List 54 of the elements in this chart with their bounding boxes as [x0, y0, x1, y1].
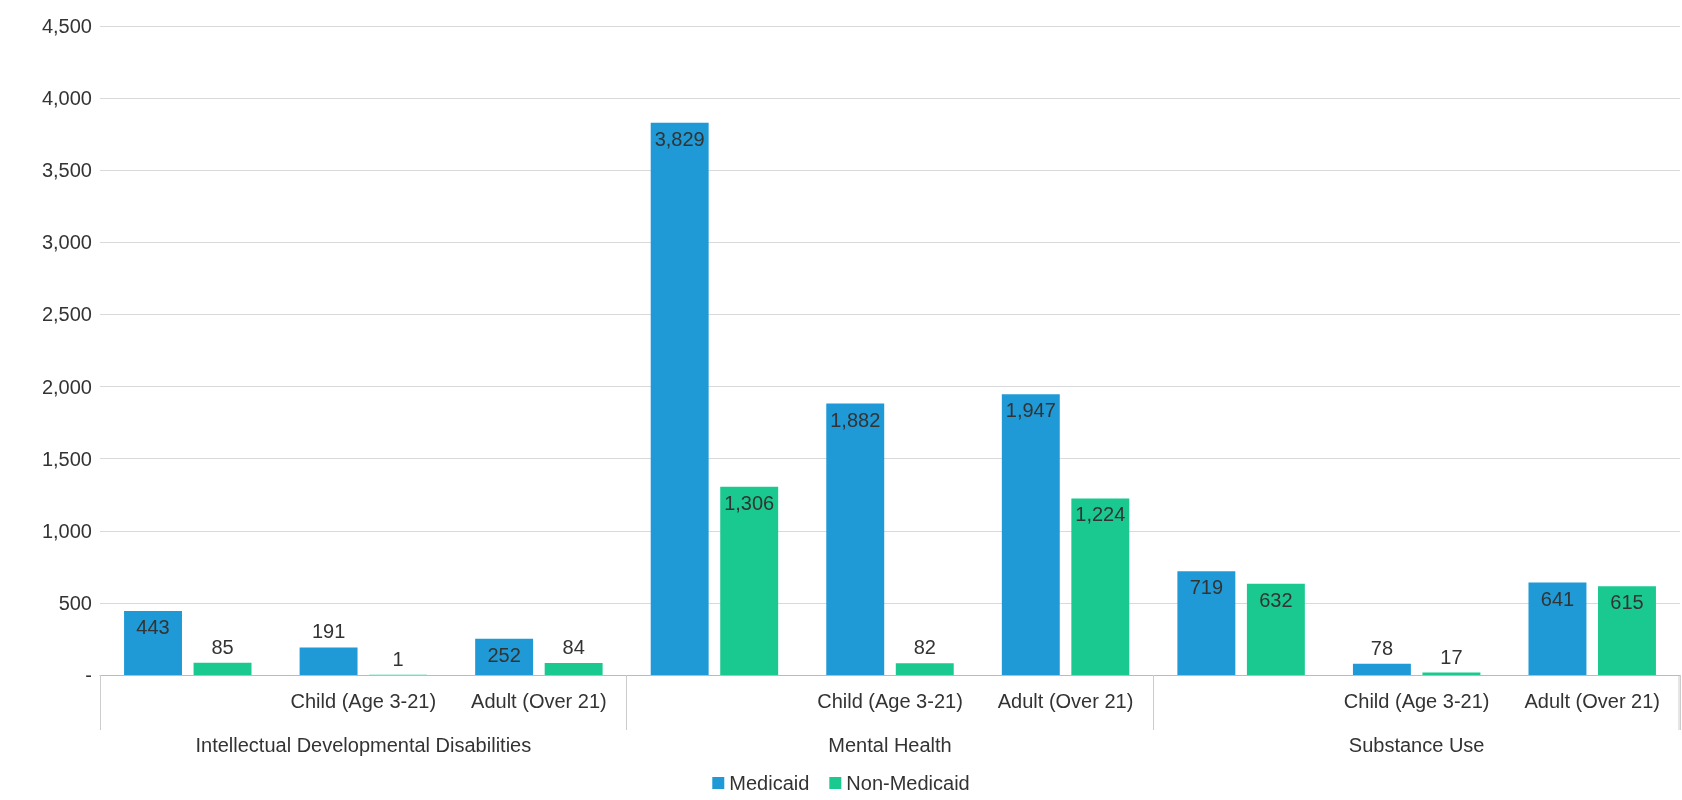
bar — [299, 647, 358, 675]
text: Intellectual Developmental Disabilities — [195, 734, 532, 756]
bar — [124, 611, 182, 675]
legend-label: Non-Medicaid — [846, 772, 970, 794]
bar — [1598, 586, 1656, 675]
y-tick-label: 500 — [58, 591, 92, 614]
data-label: 719 — [1189, 576, 1224, 599]
data-label: 191 — [311, 620, 346, 643]
x-tick-label: Child (Age 3-21) — [817, 690, 963, 712]
bar — [1246, 583, 1305, 675]
y-tick-label: 3,000 — [41, 231, 92, 254]
data-label: 641 — [1540, 587, 1575, 610]
bar — [895, 663, 954, 675]
x-tick-label: Adult (Over 21) — [1524, 690, 1661, 712]
text: Mental Health — [828, 734, 952, 756]
x-tick-label: Child (Age 3-21) — [290, 690, 437, 712]
bar — [1001, 394, 1060, 675]
bar — [1177, 571, 1236, 675]
y-tick-label: 2,500 — [41, 303, 92, 326]
y-tick-label: 2,000 — [41, 375, 92, 398]
bar — [544, 662, 603, 675]
bar — [1528, 582, 1587, 675]
x-tick-label: Child (Age 3-21) — [1343, 690, 1490, 712]
data-label: 78 — [1370, 636, 1394, 659]
bar — [1352, 663, 1411, 675]
y-tick-label: 1,000 — [41, 519, 92, 542]
data-label: 632 — [1259, 588, 1293, 611]
data-label: 443 — [136, 616, 170, 639]
data-label: 1,882 — [830, 408, 881, 431]
y-tick-label: 4,000 — [41, 87, 92, 110]
bar — [720, 486, 779, 675]
x-tick-label: Adult (Over 21) — [471, 690, 607, 712]
x-tick-label: Adult (Over 21) — [997, 690, 1134, 712]
y-tick-label: - — [85, 664, 92, 686]
data-label: 252 — [487, 643, 521, 666]
data-label: 1,947 — [1005, 399, 1056, 422]
y-tick-label: 4,500 — [41, 15, 92, 37]
legend-label: Medicaid — [729, 772, 810, 794]
bar — [1071, 498, 1130, 675]
data-label: 84 — [562, 635, 585, 658]
y-tick-label: 3,500 — [41, 159, 92, 182]
text: Substance Use — [1348, 734, 1485, 756]
data-label: 615 — [1610, 591, 1644, 614]
data-label: 82 — [913, 636, 936, 659]
y-tick-label: 1,500 — [41, 447, 92, 470]
data-label: 1 — [392, 647, 404, 670]
bar — [650, 122, 709, 675]
data-label: 17 — [1440, 645, 1463, 668]
data-label: 1,306 — [724, 491, 775, 514]
data-label: 1,224 — [1075, 503, 1126, 526]
data-label: 85 — [211, 635, 234, 658]
bar — [193, 662, 252, 675]
bar — [826, 403, 885, 675]
data-label: 3,829 — [654, 127, 705, 150]
